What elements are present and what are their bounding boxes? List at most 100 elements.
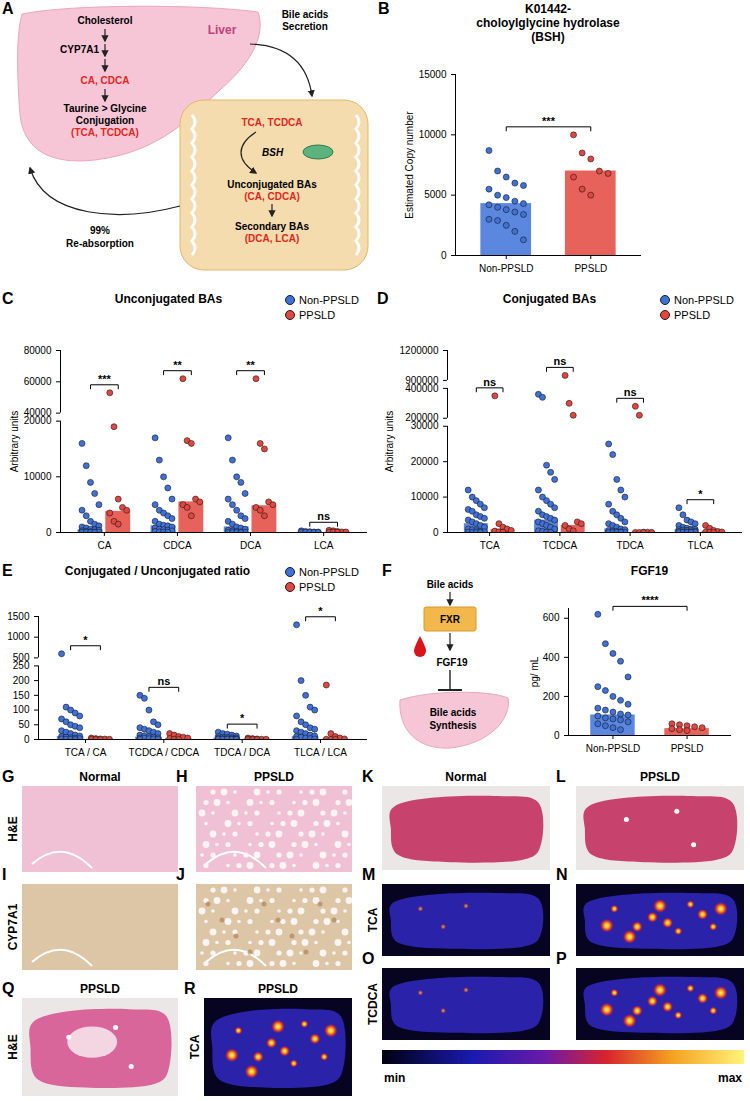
svg-text:20000: 20000 [411, 456, 439, 467]
svg-text:ns: ns [317, 510, 330, 522]
svg-text:Estimated Copy number: Estimated Copy number [404, 111, 415, 219]
svg-text:10000: 10000 [411, 491, 439, 502]
svg-text:Bile acids: Bile acids [282, 9, 329, 20]
svg-text:10000: 10000 [419, 129, 447, 140]
svg-text:PPSLD: PPSLD [80, 982, 120, 996]
svg-text:0: 0 [441, 250, 447, 261]
svg-text:150: 150 [13, 690, 30, 701]
svg-text:M: M [362, 866, 375, 883]
svg-text:TCA: TCA [366, 907, 380, 932]
svg-text:L: L [556, 768, 566, 785]
svg-text:1200000: 1200000 [400, 345, 439, 356]
svg-text:R: R [184, 980, 196, 997]
svg-text:*: * [318, 605, 323, 617]
svg-text:Secretion: Secretion [282, 21, 328, 32]
svg-text:0: 0 [554, 730, 560, 741]
svg-text:0: 0 [433, 527, 439, 538]
svg-text:*: * [240, 712, 245, 724]
svg-text:PPSLD: PPSLD [640, 770, 680, 784]
svg-text:PPSLD: PPSLD [254, 770, 294, 784]
svg-text:Non-PPSLD: Non-PPSLD [586, 743, 640, 754]
svg-text:50: 50 [18, 719, 30, 730]
svg-text:Q: Q [2, 980, 14, 997]
svg-text:1500: 1500 [7, 611, 30, 622]
svg-text:10000: 10000 [24, 471, 52, 482]
svg-text:PPSLD: PPSLD [671, 743, 704, 754]
svg-text:***: *** [98, 373, 112, 385]
svg-text:*: * [698, 488, 703, 500]
svg-text:40000: 40000 [24, 407, 52, 418]
svg-text:***: *** [542, 115, 556, 127]
svg-text:1000: 1000 [7, 631, 30, 642]
svg-text:*: * [83, 634, 88, 646]
svg-text:Arbitrary units: Arbitrary units [384, 411, 395, 473]
svg-text:TCA / CA: TCA / CA [65, 747, 107, 758]
svg-text:O: O [362, 950, 374, 967]
svg-text:TCA: TCA [480, 540, 500, 551]
svg-text:CDCA: CDCA [163, 540, 192, 551]
svg-text:H: H [176, 768, 188, 785]
svg-text:PPSLD: PPSLD [258, 982, 298, 996]
svg-text:600: 600 [543, 612, 560, 623]
svg-text:ns: ns [157, 675, 170, 687]
svg-text:0: 0 [46, 527, 52, 538]
svg-text:ns: ns [553, 355, 566, 367]
svg-text:****: **** [641, 594, 659, 606]
svg-text:Unconjugated BAs: Unconjugated BAs [227, 179, 317, 190]
svg-text:100: 100 [13, 704, 30, 715]
svg-text:TDCA: TDCA [617, 540, 645, 551]
svg-text:PPSLD: PPSLD [574, 263, 607, 274]
svg-text:BSH: BSH [262, 147, 284, 158]
svg-text:max: max [718, 1071, 742, 1085]
svg-text:15000: 15000 [419, 69, 447, 80]
svg-text:TCA: TCA [188, 1034, 202, 1059]
svg-text:Bile acids: Bile acids [427, 579, 474, 590]
svg-text:CYP7A1: CYP7A1 [60, 44, 99, 55]
svg-text:TDCA / DCA: TDCA / DCA [214, 747, 270, 758]
svg-text:Liver: Liver [208, 23, 237, 37]
svg-text:H&E: H&E [6, 1034, 20, 1059]
svg-text:400: 400 [543, 652, 560, 663]
svg-text:Arbitrary units: Arbitrary units [9, 411, 20, 473]
svg-text:Normal: Normal [79, 770, 120, 784]
svg-text:99%: 99% [90, 225, 110, 236]
svg-text:200: 200 [13, 675, 30, 686]
svg-text:200000: 200000 [405, 412, 439, 423]
svg-text:DCA: DCA [240, 540, 261, 551]
svg-text:N: N [556, 866, 568, 883]
svg-text:CA: CA [97, 540, 111, 551]
svg-text:Bile acids: Bile acids [430, 707, 477, 718]
svg-text:**: ** [173, 359, 182, 371]
svg-text:500: 500 [13, 652, 30, 663]
svg-text:Secondary BAs: Secondary BAs [235, 221, 309, 232]
svg-text:Re-absorption: Re-absorption [66, 238, 134, 249]
svg-text:TCDCA: TCDCA [543, 540, 578, 551]
svg-text:(CA, CDCA): (CA, CDCA) [244, 191, 300, 202]
svg-text:FGF19: FGF19 [436, 657, 468, 668]
svg-text:900000: 900000 [405, 375, 439, 386]
svg-text:I: I [2, 866, 6, 883]
svg-text:Normal: Normal [445, 770, 486, 784]
svg-text:LCA: LCA [314, 540, 334, 551]
svg-text:5000: 5000 [424, 189, 447, 200]
svg-text:K: K [362, 768, 374, 785]
svg-text:ns: ns [483, 376, 496, 388]
svg-text:0: 0 [24, 734, 30, 745]
svg-text:Non-PPSLD: Non-PPSLD [479, 263, 533, 274]
svg-text:Taurine > Glycine: Taurine > Glycine [64, 103, 147, 114]
svg-text:60000: 60000 [24, 376, 52, 387]
svg-text:Cholesterol: Cholesterol [77, 15, 132, 26]
svg-text:Synthesis: Synthesis [429, 720, 477, 731]
svg-text:(TCA, TCDCA): (TCA, TCDCA) [71, 127, 139, 138]
svg-text:**: ** [246, 359, 255, 371]
svg-text:TCDCA / CDCA: TCDCA / CDCA [129, 747, 200, 758]
svg-text:(DCA, LCA): (DCA, LCA) [245, 233, 299, 244]
svg-text:G: G [2, 768, 14, 785]
svg-text:FXR: FXR [440, 614, 461, 625]
svg-text:TCA, TCDCA: TCA, TCDCA [241, 117, 302, 128]
svg-text:J: J [176, 866, 185, 883]
svg-text:Conjugation: Conjugation [76, 115, 134, 126]
svg-text:200: 200 [543, 691, 560, 702]
svg-text:TCDCA: TCDCA [366, 983, 380, 1025]
svg-text:P: P [556, 950, 567, 967]
